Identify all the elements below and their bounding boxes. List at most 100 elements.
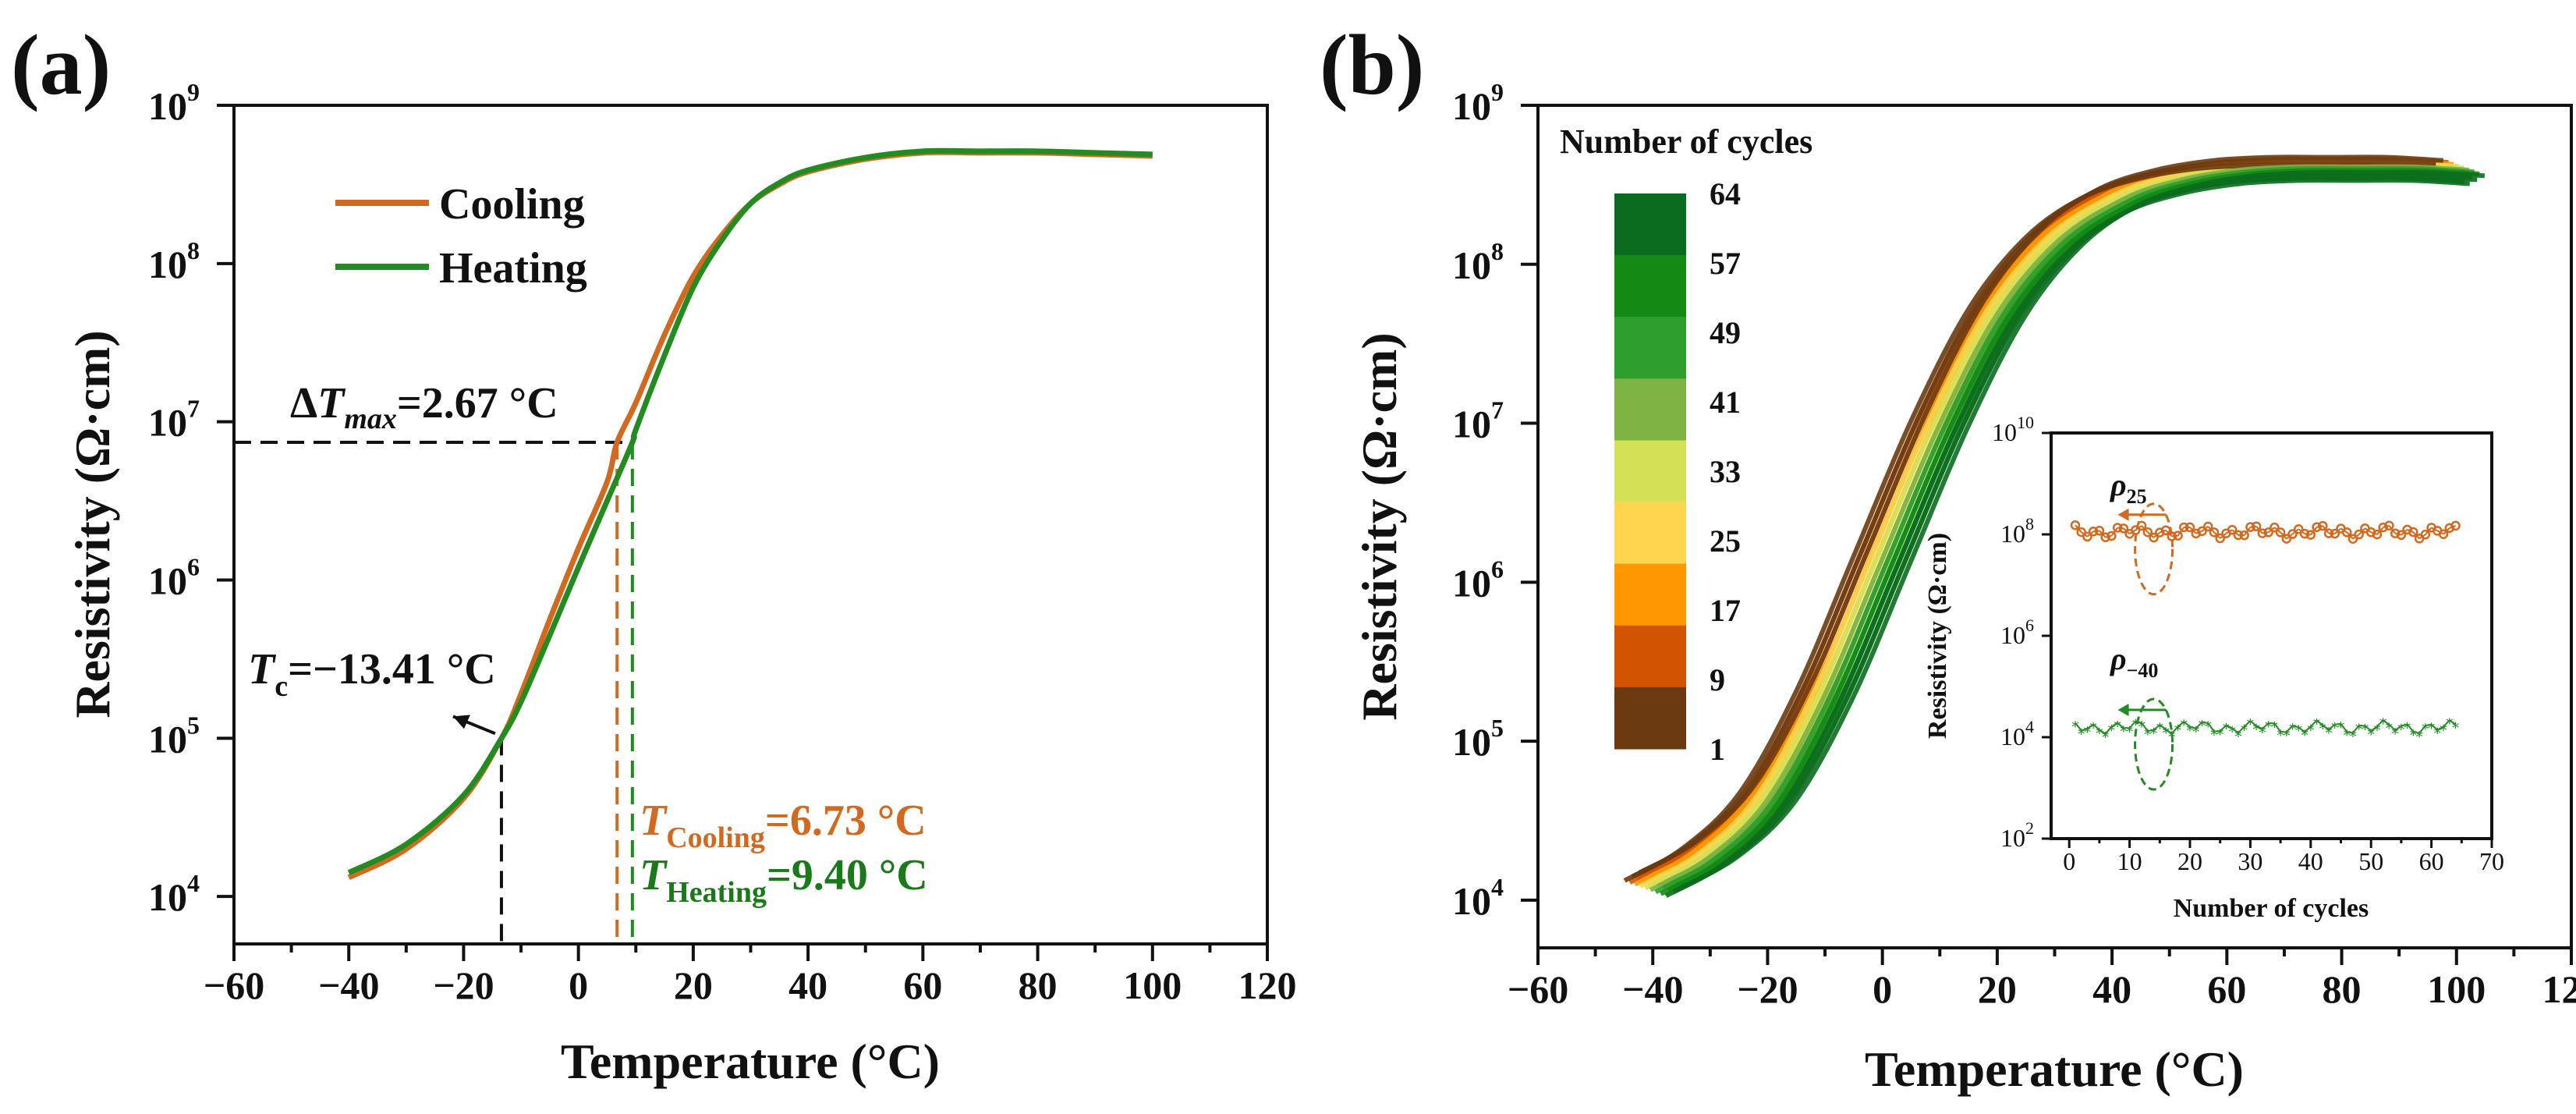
- x-tick-label: −40: [1622, 967, 1684, 1011]
- inset-point-rho25: [2142, 527, 2153, 537]
- t-cooling-annotation: TCooling=6.73 °C: [640, 796, 927, 854]
- inset-series-segment: [2352, 725, 2360, 734]
- x-tick-label: 40: [2092, 967, 2131, 1011]
- inset-point-rho25: [2287, 529, 2298, 539]
- y-tick-label: 108: [2000, 514, 2034, 548]
- inset-series-segment: [2370, 726, 2378, 732]
- inset-series-segment: [2159, 724, 2167, 730]
- x-tick-label: 20: [1978, 967, 2017, 1011]
- inset-rho25-label: ρ25: [2110, 467, 2147, 508]
- y-tick-label: 1010: [1992, 413, 2034, 446]
- cycle-curve: [1672, 173, 2478, 894]
- x-tick-label: 0: [1873, 967, 1892, 1011]
- x-tick-label: 30: [2238, 847, 2262, 875]
- inset-point-rho-40: ∗: [2421, 718, 2430, 734]
- panel-a-y-axis-title: Resistivity (Ω·cm): [65, 330, 120, 718]
- inset-series-segment: [2310, 719, 2318, 727]
- inset-series-segment: [2092, 723, 2100, 731]
- inset-series-segment: [2177, 527, 2185, 537]
- cycle-curve: [1623, 162, 2429, 883]
- inset-series-segment: [2328, 723, 2336, 730]
- t-cooling-value: =6.73 °C: [765, 796, 927, 845]
- rho25-symbol: ρ: [2110, 467, 2127, 502]
- colorbar-segment: [1614, 686, 1686, 750]
- panel-a-x-axis-title: Temperature (°C): [561, 1034, 940, 1089]
- inset-series-segment: [2117, 722, 2124, 729]
- inset-series-segment: [2177, 721, 2184, 728]
- colorbar-label: 1: [1710, 732, 1725, 767]
- inset-point-rho-40: ∗: [2082, 722, 2092, 737]
- panel-a-y-ticks: 104 105 106 107 108 109: [148, 78, 234, 919]
- inset-series-segment: [2243, 527, 2252, 536]
- colorbar-segment: [1614, 563, 1686, 626]
- inset-point-rho25: [2281, 534, 2292, 544]
- colorbar-label: 9: [1710, 662, 1725, 697]
- colorbar-segment: [1614, 255, 1686, 318]
- inset-series-segment: [2401, 723, 2408, 727]
- panel-b-x-ticks: −60 −40 −20 0 20 40 60 80 100 120: [1508, 948, 2576, 1011]
- inset-series-segment: [2364, 725, 2372, 732]
- colorbar-title: Number of cycles: [1560, 122, 1812, 161]
- inset-point-rho25: [2076, 527, 2086, 537]
- y-tick-label: 109: [1452, 78, 1504, 128]
- inset-point-rho-40: ∗: [2432, 723, 2442, 739]
- x-tick-label: 0: [2063, 847, 2075, 875]
- inset-point-rho25: [2372, 529, 2383, 540]
- inset-series-segment: [2286, 725, 2294, 733]
- inset-point-rho25: [2197, 526, 2207, 537]
- t-heating-value: =9.40 °C: [767, 851, 928, 899]
- inset-series-points: ∗∗∗∗∗∗∗∗∗∗∗∗∗∗∗∗∗∗∗∗∗∗∗∗∗∗∗∗∗∗∗∗∗∗∗∗∗∗∗∗…: [2070, 520, 2461, 743]
- colorbar-label: 64: [1710, 176, 1741, 211]
- cycle-curve: [1679, 169, 2486, 890]
- inset-point-rho25: [2149, 532, 2159, 543]
- inset-point-rho25: [2263, 527, 2273, 537]
- colorbar-segment: [1614, 317, 1686, 379]
- inset-series-segment: [2406, 723, 2415, 733]
- inset-series-segment: [2316, 719, 2323, 726]
- inset-point-rho-40: ∗: [2450, 718, 2460, 733]
- inset-y-axis-title: Resistivity (Ω·cm): [1923, 533, 1952, 739]
- inset-series-segment: [2383, 719, 2390, 726]
- y-tick-label: 106: [148, 552, 200, 602]
- inset-point-rho25: [2239, 530, 2249, 541]
- inset-series-segment: [2347, 731, 2354, 734]
- t-heating-annotation: THeating=9.40 °C: [640, 851, 928, 909]
- colorbar-segment: [1614, 502, 1686, 565]
- inset-x-axis-title: Number of cycles: [2174, 894, 2369, 923]
- x-tick-label: −20: [433, 963, 494, 1007]
- colorbar-label: 17: [1710, 593, 1741, 628]
- inset-series-segment: [2128, 720, 2137, 729]
- inset-series-segment: [2147, 729, 2154, 733]
- colorbar-label: 25: [1710, 523, 1741, 559]
- inset-point-rho25: [2227, 524, 2238, 535]
- tc-value: =−13.41 °C: [288, 645, 496, 694]
- inset-arrow-head: [2117, 704, 2129, 716]
- inset-point-rho25: [2294, 524, 2304, 534]
- inset-point-rho25: [2184, 522, 2195, 533]
- colorbar-label: 57: [1710, 246, 1741, 281]
- panel-b-y-axis-title: Resistivity (Ω·cm): [1352, 332, 1407, 720]
- x-tick-label: 100: [1123, 963, 1182, 1007]
- legend-heating-label: Heating: [439, 244, 587, 293]
- inset-series-segment: [2430, 724, 2439, 731]
- x-tick-label: −40: [318, 963, 380, 1007]
- inset-point-rho25: [2390, 528, 2401, 538]
- inset-point-rho25: [2312, 522, 2322, 532]
- x-tick-label: 70: [2479, 847, 2504, 875]
- inset-series-segment: [2220, 725, 2227, 732]
- inset-point-rho25: [2100, 532, 2110, 543]
- inset-point-rho25: [2450, 520, 2461, 531]
- rho25-sub: 25: [2127, 485, 2147, 508]
- inset-series-segment: [2189, 726, 2196, 729]
- inset-series-segment: [2141, 722, 2149, 732]
- inset-point-rho25: [2330, 528, 2340, 539]
- y-tick-label: 105: [1452, 714, 1504, 764]
- x-tick-label: −60: [204, 963, 265, 1007]
- x-tick-label: 10: [2117, 847, 2142, 875]
- colorbar-segment: [1614, 625, 1686, 688]
- x-tick-label: 120: [1238, 963, 1297, 1007]
- inset-point-rho25: [2094, 526, 2105, 536]
- inset-rho-40-label: ρ−40: [2110, 641, 2158, 682]
- inset-series-segment: [2202, 721, 2209, 724]
